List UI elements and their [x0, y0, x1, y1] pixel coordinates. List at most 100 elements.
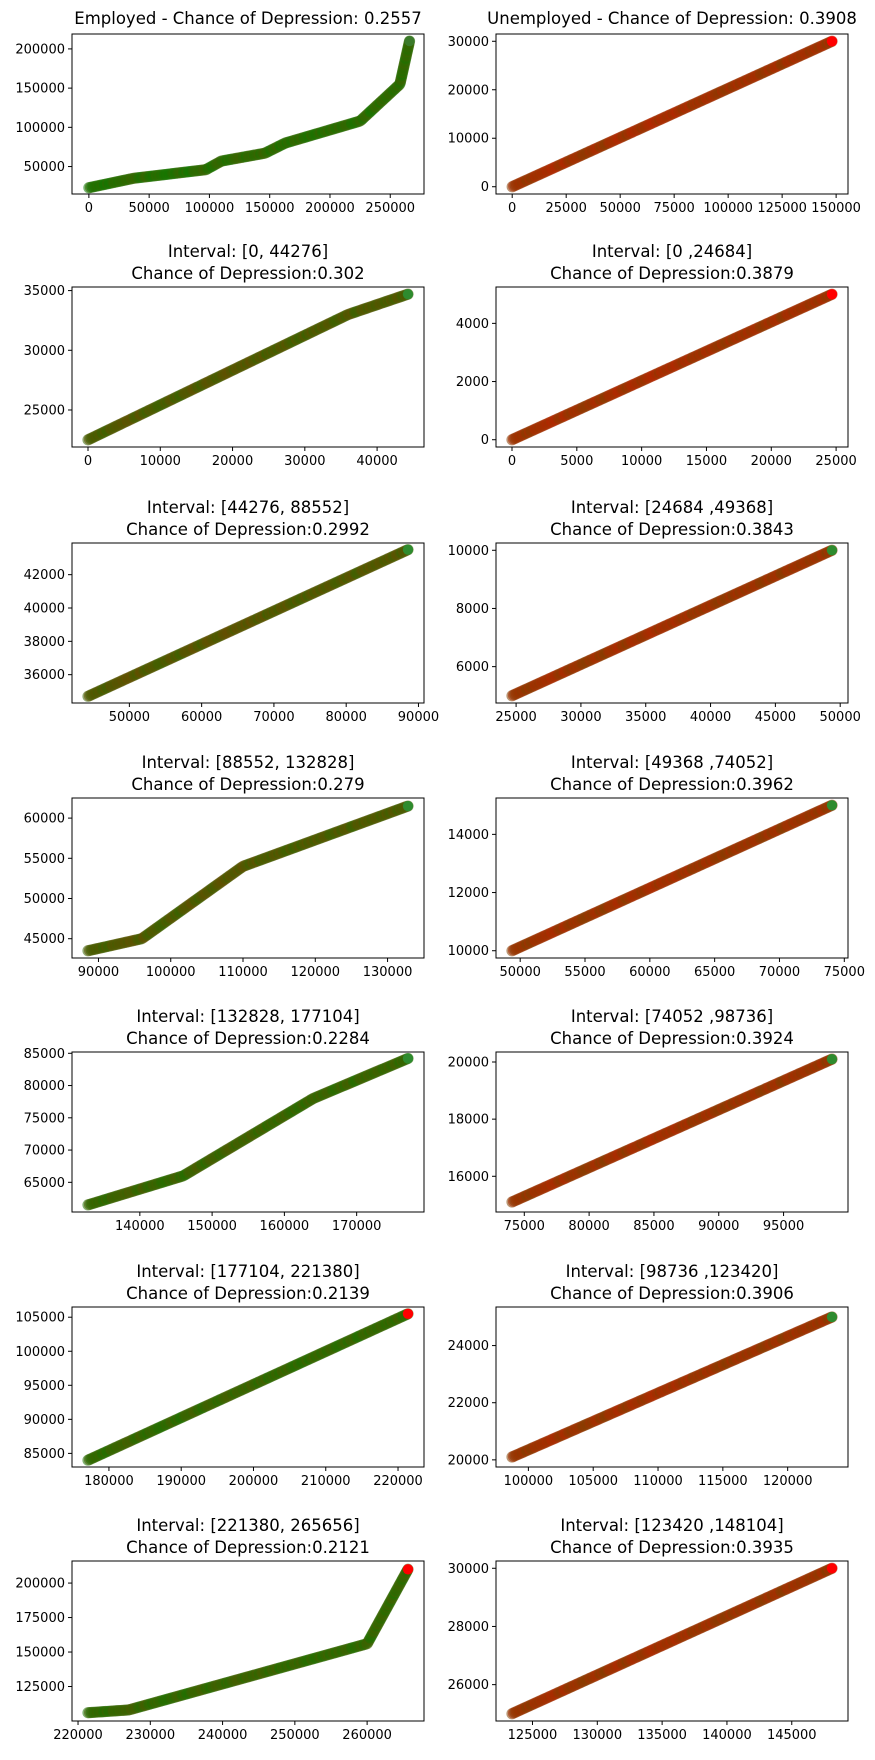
subplot-11: Interval: [177104, 221380] Chance of Depr… [15, 1262, 425, 1489]
subplot-6: Interval: [24684 ,49368] Chance of Depres… [448, 498, 861, 725]
y-tick-label: 55000 [24, 852, 65, 867]
subplot-title: Interval: [88552, 132828] [142, 753, 355, 772]
x-tick-label: 105000 [568, 1474, 618, 1489]
y-tick-label: 60000 [24, 812, 65, 827]
subplot-title: Chance of Depression:0.302 [131, 264, 364, 283]
x-tick-label: 70000 [759, 965, 800, 980]
subplot-1: Employed - Chance of Depression: 0.2557 0… [15, 9, 425, 216]
y-tick-label: 0 [481, 180, 489, 195]
axes-frame [71, 33, 425, 195]
x-tick-label: 70000 [253, 710, 294, 725]
x-tick-label: 250000 [365, 201, 415, 216]
y-tick-label: 150000 [15, 1646, 65, 1661]
subplot-title: Interval: [221380, 265656] [136, 1516, 359, 1535]
axes-frame [495, 286, 849, 448]
data-points [506, 799, 838, 957]
x-tick-label: 220000 [373, 1474, 423, 1489]
axes-frame [495, 1051, 849, 1213]
y-tick-label: 100000 [15, 121, 65, 136]
y-tick-label: 40000 [24, 602, 65, 617]
x-tick-label: 10000 [140, 454, 181, 469]
x-tick-label: 260000 [342, 1728, 392, 1743]
y-tick-label: 30000 [448, 35, 489, 50]
x-tick-label: 115000 [698, 1474, 748, 1489]
x-tick-label: 75000 [504, 1219, 545, 1234]
x-tick-label: 120000 [290, 965, 340, 980]
y-tick-label: 30000 [24, 344, 65, 359]
data-points [506, 1053, 838, 1208]
x-tick-label: 125000 [757, 201, 807, 216]
data-points [506, 35, 838, 193]
x-tick-label: 80000 [326, 710, 367, 725]
endpoint-marker [402, 1564, 414, 1575]
x-tick-label: 150000 [187, 1219, 237, 1234]
y-tick-label: 4000 [456, 317, 489, 332]
y-tick-label: 150000 [15, 82, 65, 97]
y-tick-label: 26000 [448, 1678, 489, 1693]
x-tick-label: 20000 [751, 454, 792, 469]
x-tick-label: 100000 [504, 1474, 554, 1489]
axes-frame [71, 797, 425, 959]
subplot-title: Interval: [49368 ,74052] [571, 753, 773, 772]
subplot-title: Chance of Depression:0.3843 [550, 520, 794, 539]
x-tick-label: 25000 [495, 710, 536, 725]
axes-frame [71, 286, 425, 448]
subplot-5: Interval: [44276, 88552] Chance of Depres… [24, 498, 440, 725]
x-tick-label: 75000 [653, 201, 694, 216]
axes-frame [495, 1306, 849, 1468]
y-tick-label: 30000 [448, 1562, 489, 1577]
x-tick-label: 50000 [128, 201, 169, 216]
x-tick-label: 190000 [156, 1474, 206, 1489]
x-tick-label: 210000 [301, 1474, 351, 1489]
x-tick-label: 130000 [572, 1728, 622, 1743]
x-tick-label: 130000 [363, 965, 413, 980]
y-tick-label: 38000 [24, 635, 65, 650]
y-tick-label: 20000 [448, 1453, 489, 1468]
y-tick-label: 50000 [24, 160, 65, 175]
x-tick-label: 65000 [694, 965, 735, 980]
subplot-title: Chance of Depression:0.3879 [550, 264, 794, 283]
subplot-title: Interval: [98736 ,123420] [566, 1262, 779, 1281]
x-tick-label: 125000 [508, 1728, 558, 1743]
endpoint-marker [826, 1311, 838, 1323]
x-tick-label: 40000 [690, 710, 731, 725]
subplot-9: Interval: [132828, 177104] Chance of Depr… [24, 1007, 425, 1234]
axes-frame [495, 797, 849, 959]
x-tick-label: 85000 [633, 1219, 674, 1234]
subplot-title: Interval: [0, 44276] [168, 242, 328, 261]
x-tick-label: 140000 [702, 1728, 752, 1743]
x-tick-label: 240000 [198, 1728, 248, 1743]
endpoint-marker [826, 289, 838, 300]
x-tick-label: 50000 [500, 965, 541, 980]
data-points [506, 288, 838, 446]
x-tick-label: 35000 [625, 710, 666, 725]
y-tick-label: 12000 [448, 886, 489, 901]
y-tick-label: 90000 [24, 1413, 65, 1428]
y-tick-label: 10000 [448, 544, 489, 559]
subplot-title: Chance of Depression:0.2139 [126, 1284, 370, 1303]
x-tick-label: 135000 [637, 1728, 687, 1743]
y-tick-label: 125000 [15, 1680, 65, 1695]
x-tick-label: 200000 [229, 1474, 279, 1489]
x-tick-label: 160000 [260, 1219, 310, 1234]
y-tick-label: 105000 [15, 1311, 65, 1326]
x-tick-label: 0 [508, 201, 516, 216]
subplot-14: Interval: [123420 ,148104] Chance of Depr… [448, 1516, 849, 1743]
subplot-title: Chance of Depression:0.2284 [126, 1029, 370, 1048]
x-tick-label: 50000 [109, 710, 150, 725]
x-tick-label: 90000 [698, 1219, 739, 1234]
endpoint-marker [402, 544, 414, 555]
x-tick-label: 0 [85, 201, 93, 216]
data-points [506, 544, 838, 702]
x-tick-label: 45000 [755, 710, 796, 725]
endpoint-marker [402, 288, 414, 300]
y-tick-label: 2000 [456, 375, 489, 390]
x-tick-label: 0 [84, 454, 92, 469]
subplot-title: Chance of Depression:0.3935 [550, 1538, 794, 1557]
x-tick-label: 100000 [703, 201, 753, 216]
y-tick-label: 6000 [456, 660, 489, 675]
y-tick-label: 175000 [15, 1611, 65, 1626]
axes-frame [71, 1306, 425, 1468]
x-tick-label: 50000 [820, 710, 861, 725]
axes-frame [71, 542, 425, 704]
